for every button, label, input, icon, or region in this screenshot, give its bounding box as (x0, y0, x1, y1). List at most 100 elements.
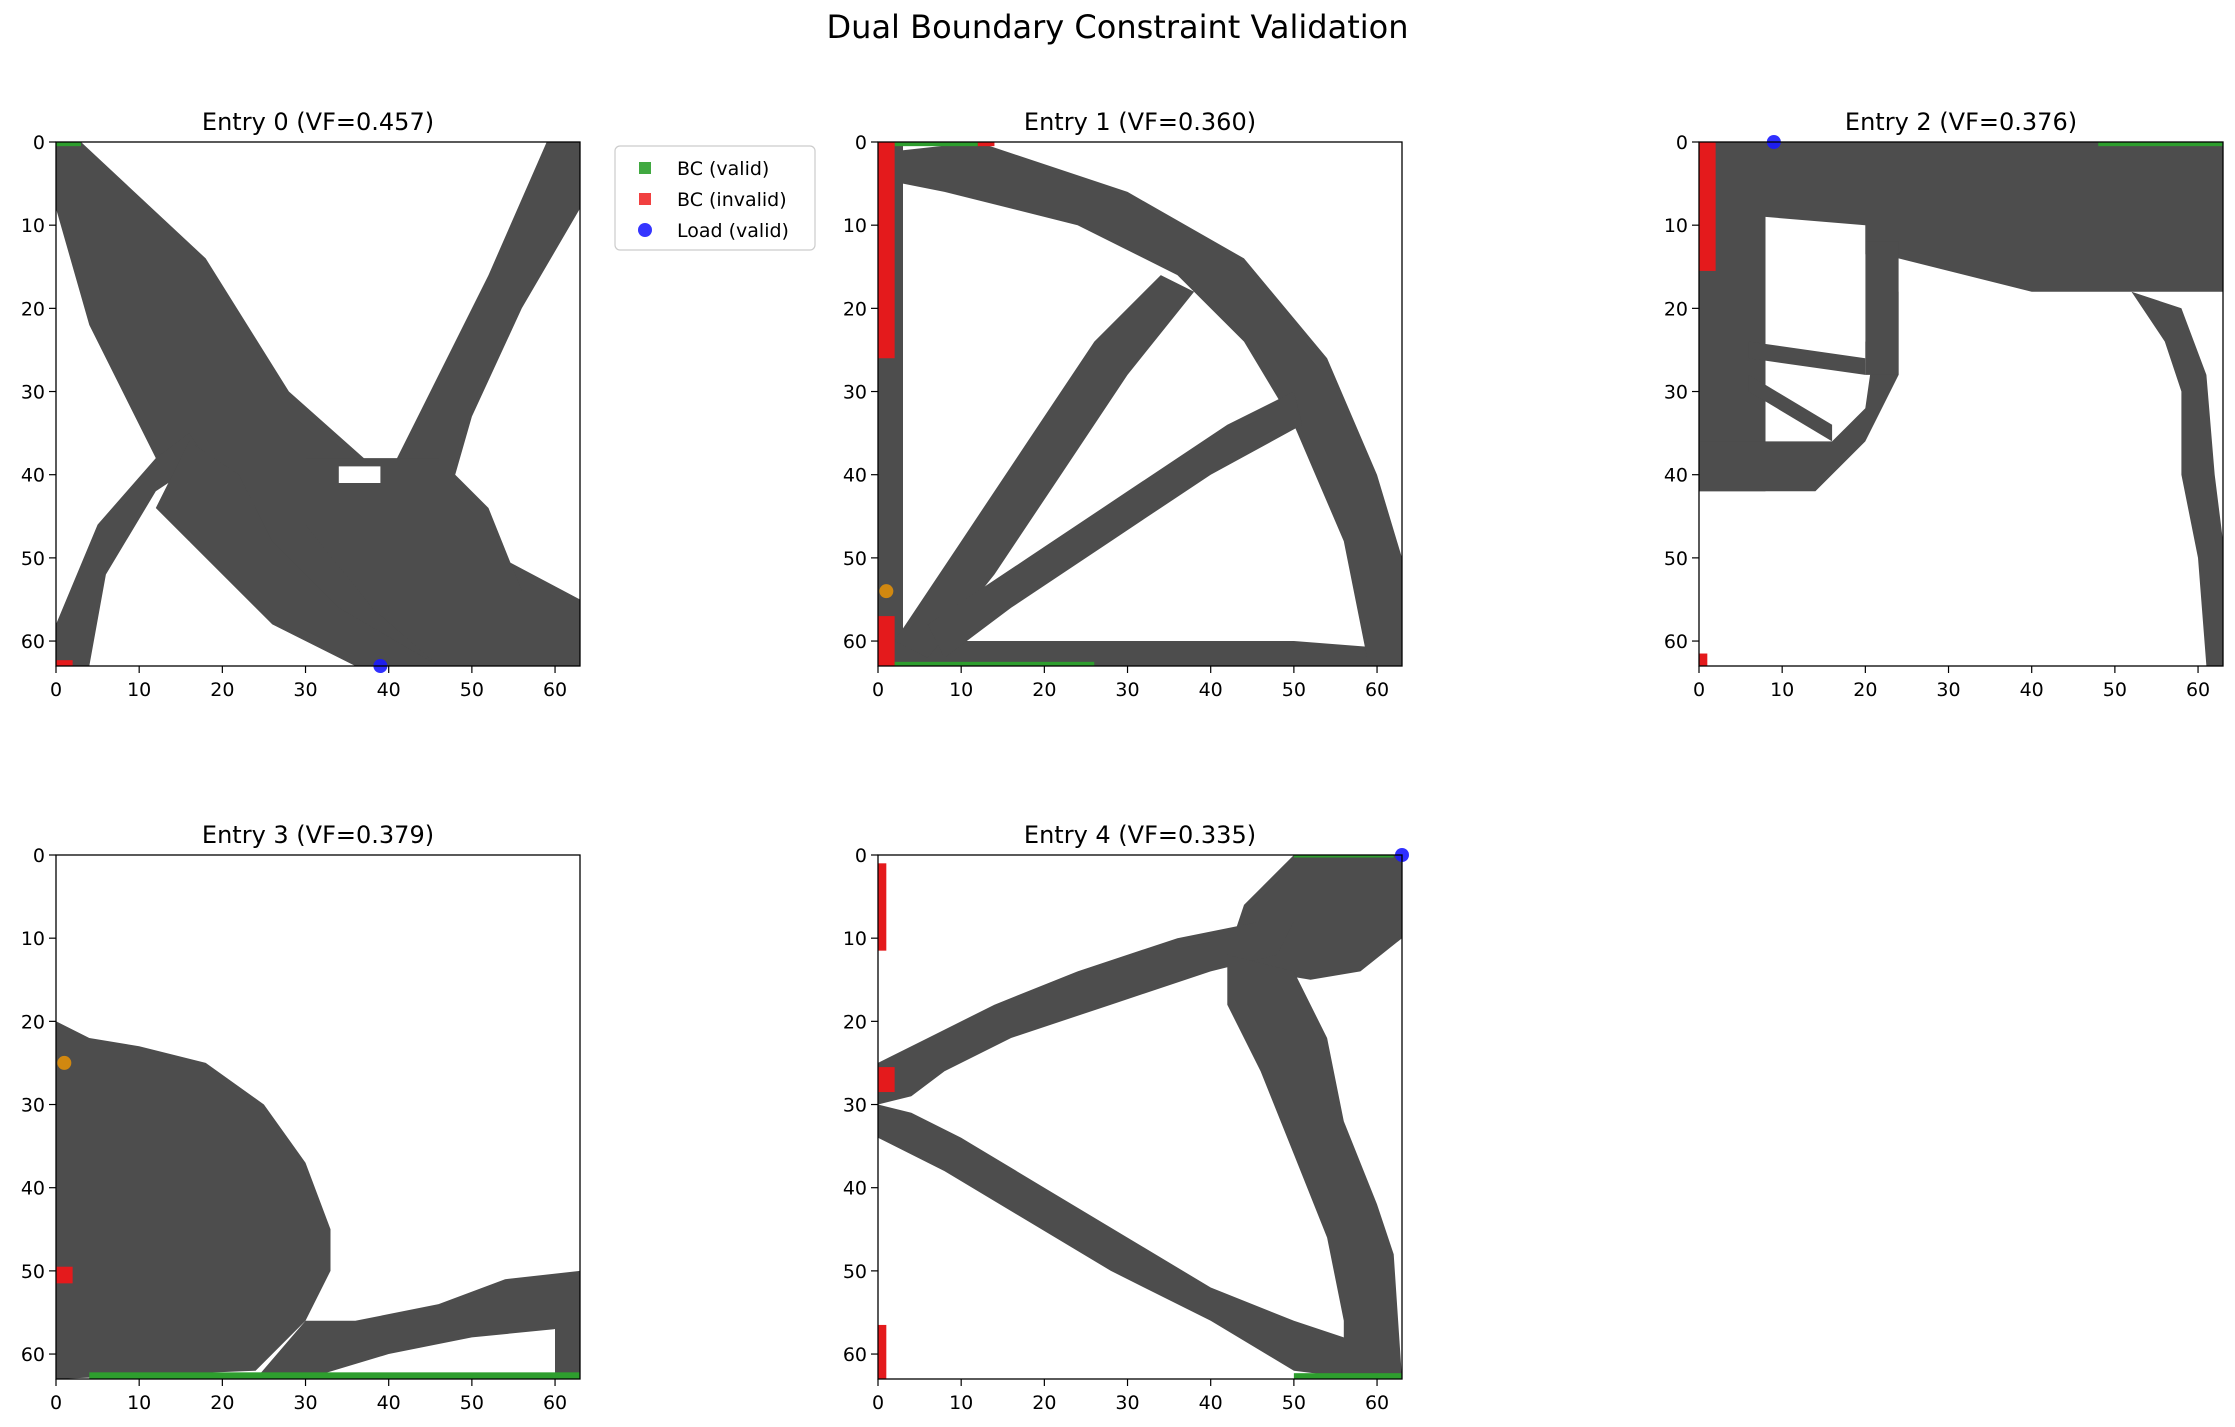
bc-invalid-marker-2 (878, 863, 887, 951)
legend-label-2: Load (valid) (677, 220, 789, 242)
solid-member-6 (2131, 291, 2223, 666)
legend-label-1: BC (invalid) (677, 189, 787, 211)
bc-invalid-marker-1 (56, 660, 73, 666)
y-tick-label: 30 (843, 1095, 867, 1117)
x-tick-label: 0 (50, 679, 62, 701)
x-tick-label: 50 (460, 679, 484, 701)
legend: BC (valid) BC (invalid) Load (valid) (614, 145, 816, 251)
x-tick-label: 40 (2020, 679, 2044, 701)
figure-title: Dual Boundary Constraint Validation (826, 8, 1409, 46)
bc-valid-marker-4 (894, 661, 1095, 666)
y-tick-label: 0 (855, 132, 867, 154)
y-tick-label: 50 (21, 548, 45, 570)
y-tick-label: 60 (843, 631, 867, 653)
y-tick-label: 0 (1676, 132, 1688, 154)
solid-member-4 (1748, 341, 1866, 375)
load-other-point-5 (879, 584, 894, 599)
void-hole-0 (338, 466, 381, 483)
bc-invalid-marker-4 (878, 1324, 887, 1379)
x-tick-label: 10 (1770, 679, 1794, 701)
solid-member-2 (1699, 291, 1899, 492)
panel-frame (1698, 141, 2224, 667)
x-tick-label: 10 (127, 679, 151, 701)
panel-0: Entry 0 (VF=0.457) 0 10 20 30 40 50 60 0 10 20 30 40… (21, 108, 581, 701)
x-tick-label: 0 (50, 1392, 62, 1414)
y-tick-label: 40 (1664, 465, 1688, 487)
density-field (1699, 142, 2223, 666)
x-tick-label: 20 (210, 1392, 234, 1414)
bc-invalid-marker-2 (878, 142, 895, 359)
legend-label-0: BC (valid) (677, 158, 769, 180)
y-tick-label: 30 (21, 1095, 45, 1117)
legend-swatch-0 (639, 162, 651, 174)
panel-title: Entry 3 (VF=0.379) (202, 821, 434, 849)
y-tick-label: 40 (21, 465, 45, 487)
solid-member-1 (255, 1270, 580, 1379)
y-tick-label: 30 (843, 382, 867, 404)
y-tick-label: 10 (843, 215, 867, 237)
panel-title: Entry 1 (VF=0.360) (1024, 108, 1256, 136)
panel-3: Entry 3 (VF=0.379) 0 10 20 30 40 50 60 0 10 20 30 40… (21, 821, 581, 1414)
x-tick-label: 0 (872, 1392, 884, 1414)
legend-swatch-1 (639, 193, 651, 205)
x-tick-label: 0 (872, 679, 884, 701)
panel-frame (55, 141, 581, 667)
density-field (56, 142, 580, 666)
density-field (878, 855, 1402, 1379)
y-tick-label: 60 (843, 1344, 867, 1366)
solid-member-1 (388, 142, 580, 475)
y-tick-label: 40 (21, 1178, 45, 1200)
y-tick-label: 30 (21, 382, 45, 404)
x-tick-label: 30 (1936, 679, 1960, 701)
x-tick-label: 30 (1115, 679, 1139, 701)
y-tick-label: 50 (843, 1261, 867, 1283)
x-tick-label: 50 (1282, 679, 1306, 701)
panel-title: Entry 2 (VF=0.376) (1845, 108, 2077, 136)
y-tick-label: 40 (843, 465, 867, 487)
x-tick-label: 60 (1365, 1392, 1389, 1414)
x-tick-label: 30 (1115, 1392, 1139, 1414)
y-tick-label: 0 (33, 845, 45, 867)
y-tick-label: 60 (1664, 631, 1688, 653)
x-tick-label: 60 (2186, 679, 2210, 701)
y-tick-label: 20 (843, 298, 867, 320)
panel-title: Entry 4 (VF=0.335) (1024, 821, 1256, 849)
density-field (56, 1021, 580, 1379)
x-tick-label: 60 (543, 1392, 567, 1414)
solid-member-5 (1748, 374, 1833, 442)
solid-member-2 (903, 142, 1402, 666)
bc-invalid-marker-1 (56, 1266, 73, 1284)
x-tick-label: 60 (1365, 679, 1389, 701)
y-tick-label: 10 (21, 215, 45, 237)
solid-member-4 (155, 441, 439, 666)
solid-member-1 (886, 641, 1402, 666)
bc-invalid-marker-2 (1699, 653, 1708, 666)
solid-member-3 (1227, 954, 1402, 1379)
density-field (878, 142, 1402, 666)
solid-member-1 (878, 921, 1294, 1105)
panel-title: Entry 0 (VF=0.457) (202, 108, 434, 136)
x-tick-label: 30 (293, 679, 317, 701)
bc-invalid-marker-1 (1699, 142, 1716, 271)
y-tick-label: 0 (33, 132, 45, 154)
x-tick-label: 50 (460, 1392, 484, 1414)
bc-valid-marker-0 (1293, 855, 1394, 858)
panel-1: Entry 1 (VF=0.360) 0 10 20 30 40 50 60 0 10 20 30 40… (843, 108, 1403, 701)
y-tick-label: 20 (1664, 298, 1688, 320)
y-tick-label: 50 (843, 548, 867, 570)
void-hole-1 (122, 524, 256, 658)
x-tick-label: 20 (1853, 679, 1877, 701)
load-other-point-2 (57, 1055, 72, 1070)
panel-4: Entry 4 (VF=0.335) 0 10 20 30 40 50 60 0 10 20 30 40… (843, 821, 1409, 1414)
y-tick-label: 20 (843, 1011, 867, 1033)
bc-valid-marker-0 (894, 142, 978, 147)
y-tick-label: 60 (21, 631, 45, 653)
solid-member-3 (1865, 241, 1899, 375)
y-tick-label: 10 (843, 928, 867, 950)
x-tick-label: 40 (1199, 679, 1223, 701)
bc-valid-marker-0 (89, 1372, 580, 1379)
y-tick-label: 40 (843, 1178, 867, 1200)
y-tick-label: 10 (21, 928, 45, 950)
